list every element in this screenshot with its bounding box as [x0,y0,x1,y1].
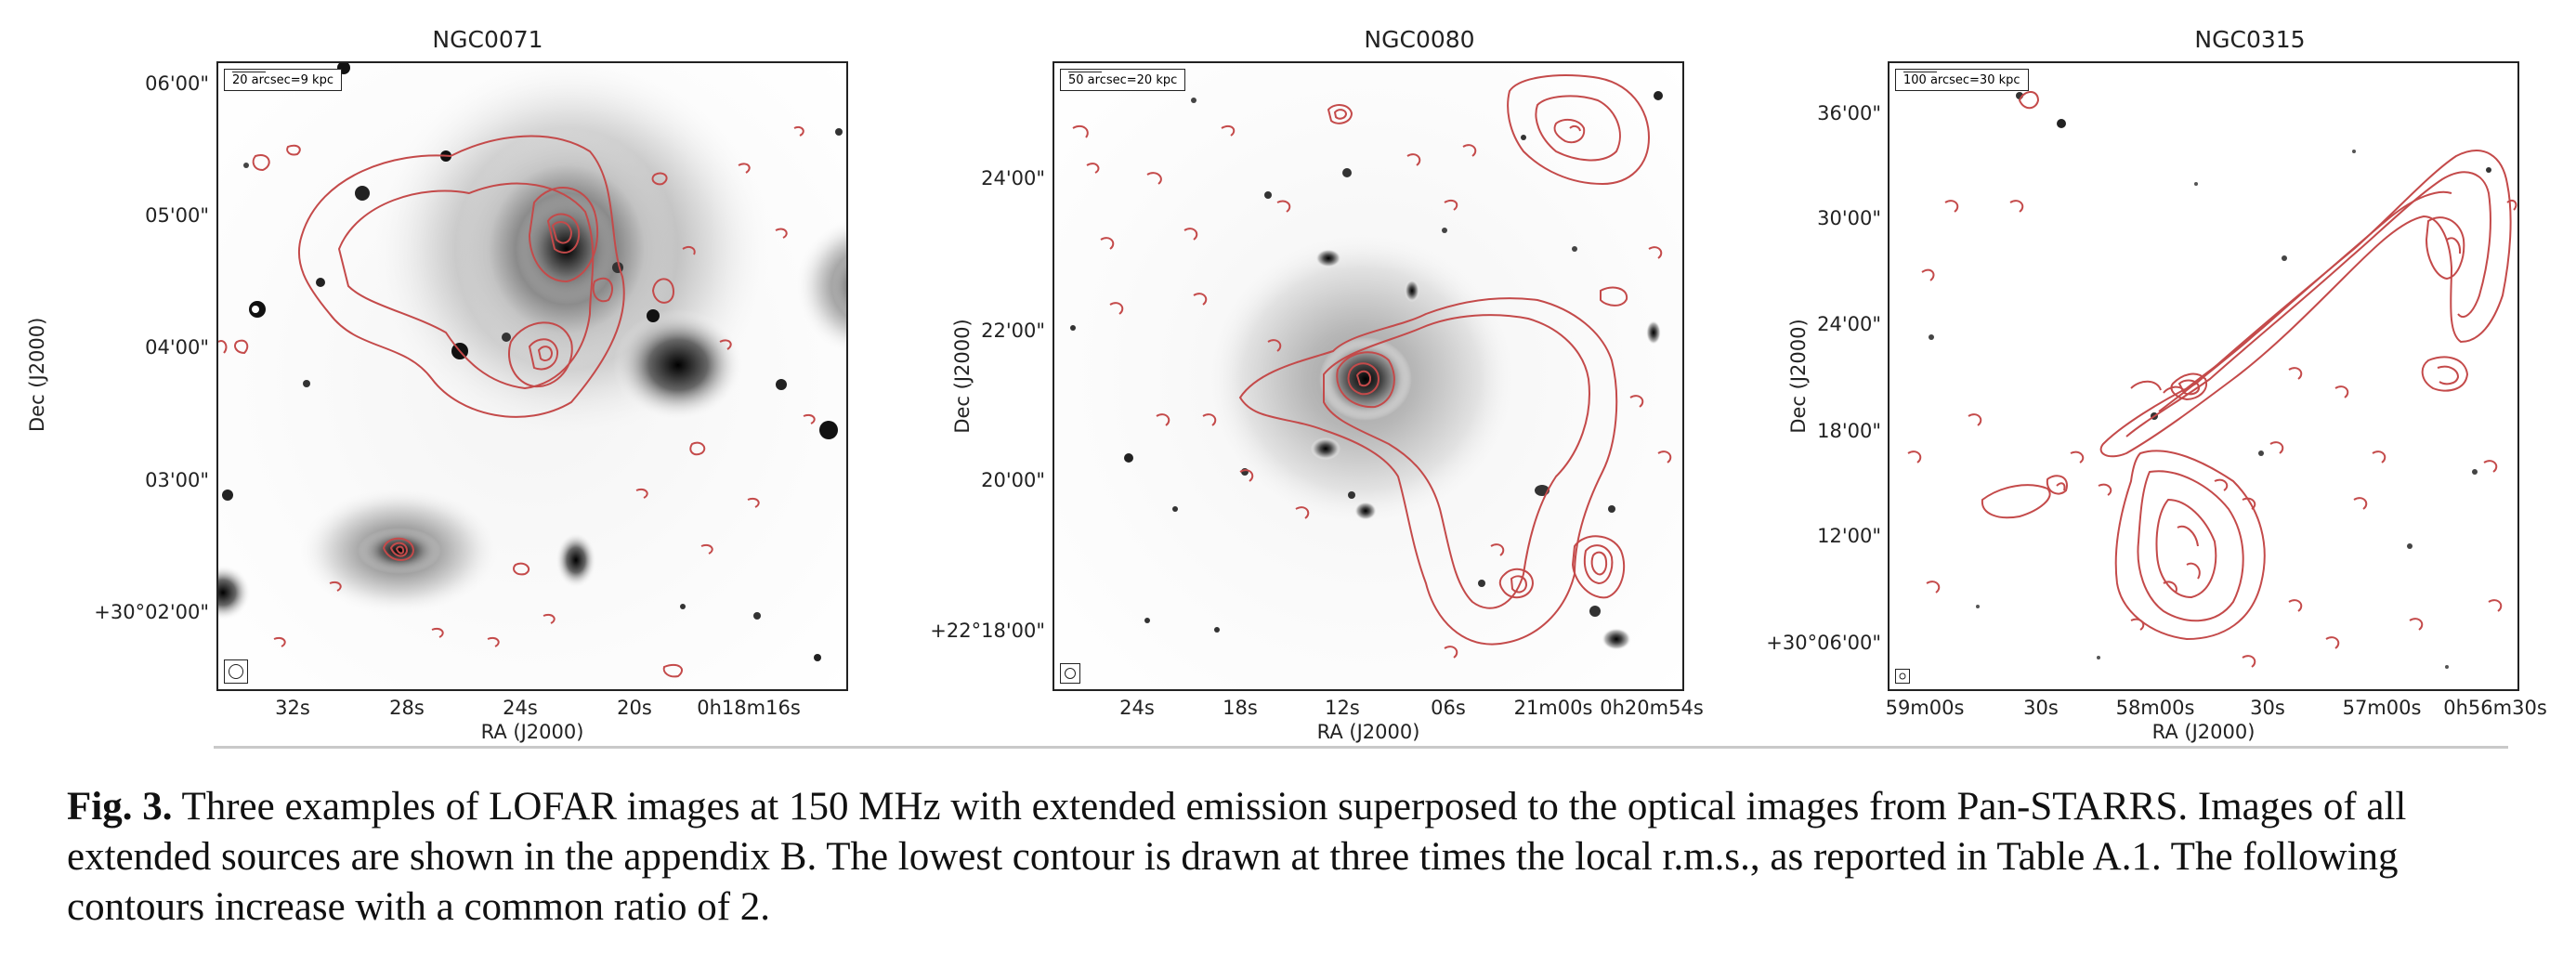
x-tick-label: 28s [389,697,425,719]
y-tick-label: +30°02'00" [94,601,209,623]
beam-ellipse-icon [1060,663,1080,684]
x-tick-label: 24s [1119,697,1155,719]
y-tick-label: 24'00" [981,167,1045,189]
optical-radio-overlay [1907,91,2517,669]
y-tick-label: +30°06'00" [1766,632,1881,654]
x-axis-label: RA (J2000) [480,721,584,743]
x-tick-label: 58m00s [2115,697,2195,719]
y-tick-label: 04'00" [145,336,209,359]
y-tick-label: 18'00" [1817,420,1881,442]
x-tick-label: 18s [1223,697,1258,719]
figure-panel-ngc0315: NGC0315 [1672,0,2546,743]
beam-ellipse-icon [224,659,248,684]
panel-title: NGC0080 [1364,26,1475,53]
x-tick-label: 12s [1325,697,1360,719]
y-tick-label: 30'00" [1817,207,1881,229]
panel-separator [214,746,2508,749]
x-tick-label: 20s [617,697,652,719]
y-tick-label: 36'00" [1817,102,1881,124]
x-tick-label: 30s [2023,697,2059,719]
y-tick-label: 12'00" [1817,525,1881,547]
image-frame: 20 arcsec=9 kpc [216,61,848,691]
optical-radio-overlay [218,63,846,678]
beam-ellipse-icon [1895,669,1910,684]
panel-title: NGC0315 [2194,26,2306,53]
figure-caption-text: Three examples of LOFAR images at 150 MH… [67,785,2407,929]
scale-bar-label: 100 arcsec=30 kpc [1895,69,2029,91]
y-axis-label: Dec (J2000) [951,319,974,434]
x-tick-label: 06s [1431,697,1466,719]
scale-bar-label: 50 arcsec=20 kpc [1060,69,1186,91]
y-axis-label: Dec (J2000) [1787,319,1810,434]
y-tick-label: 24'00" [1817,313,1881,335]
x-tick-label: 21m00s [1513,697,1593,719]
x-tick-label: 0h20m54s [1600,697,1704,719]
x-tick-label: 24s [503,697,538,719]
figure-caption: Fig. 3. Three examples of LOFAR images a… [67,782,2519,933]
x-axis-label: RA (J2000) [2151,721,2256,743]
y-tick-label: 03'00" [145,469,209,491]
x-tick-label: 59m00s [1885,697,1965,719]
y-tick-label: 05'00" [145,204,209,227]
y-tick-label: +22°18'00" [930,620,1045,642]
x-tick-label: 30s [2250,697,2285,719]
x-tick-label: 0h56m30s [2443,697,2547,719]
x-tick-label: 0h18m16s [697,697,801,719]
y-tick-label: 20'00" [981,469,1045,491]
panel-title: NGC0071 [432,26,543,53]
x-tick-label: 57m00s [2342,697,2422,719]
y-axis-label: Dec (J2000) [26,317,48,432]
x-tick-label: 32s [275,697,310,719]
x-axis-label: RA (J2000) [1316,721,1420,743]
y-tick-label: 22'00" [981,320,1045,342]
y-tick-label: 06'00" [145,72,209,95]
image-frame: 50 arcsec=20 kpc [1053,61,1684,691]
optical-radio-overlay [1070,70,1672,659]
image-frame: 100 arcsec=30 kpc [1888,61,2519,691]
figure-panel-ngc0071: NGC0071 [0,0,848,743]
figure-panel-ngc0080: NGC0080 [836,0,1703,743]
scale-bar-label: 20 arcsec=9 kpc [224,69,342,91]
figure-caption-label: Fig. 3. [67,785,173,829]
